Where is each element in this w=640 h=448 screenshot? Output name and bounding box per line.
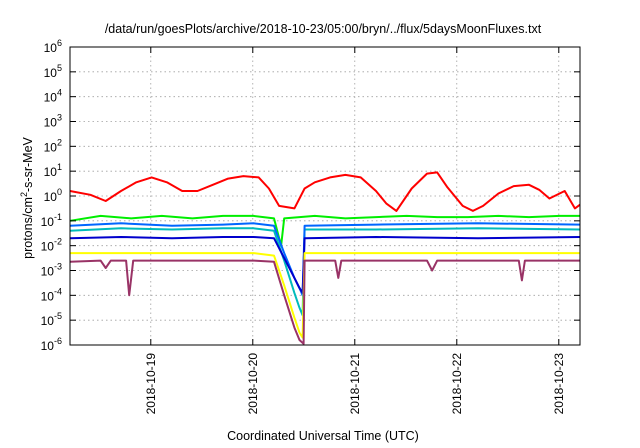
y-tick-label: 10-6 xyxy=(41,336,62,353)
series-lines xyxy=(69,171,581,345)
x-tick-label: 2018-10-19 xyxy=(144,353,158,415)
series-line-1 xyxy=(69,214,580,247)
y-tick-label: 105 xyxy=(44,63,62,80)
chart-title: /data/run/goesPlots/archive/2018-10-23/0… xyxy=(105,22,542,36)
grid-lines xyxy=(70,47,580,345)
y-tick-label: 102 xyxy=(44,137,62,154)
y-tick-label: 10-5 xyxy=(41,311,62,328)
y-tick-label: 10-3 xyxy=(41,262,62,279)
y-tick-label: 10-4 xyxy=(41,286,62,303)
x-tick-label: 2018-10-22 xyxy=(450,353,464,415)
y-tick-label: 101 xyxy=(44,162,62,179)
x-axis: 2018-10-19 2018-10-20 2018-10-21 2018-10-22… xyxy=(144,47,566,414)
y-tick-label: 106 xyxy=(44,38,62,55)
series-line-3 xyxy=(69,222,581,297)
y-tick-label: 10-1 xyxy=(41,212,62,229)
y-axis-label: protons/cm2-s-sr-MeV xyxy=(19,136,35,258)
series-line-4 xyxy=(69,236,581,294)
y-axis: 106 105 104 103 102 101 100 10-1 10-2 10-3 10-4 10-… xyxy=(41,38,580,353)
x-tick-label: 2018-10-20 xyxy=(246,353,260,415)
y-tick-label: 10-2 xyxy=(41,237,62,254)
series-line-5 xyxy=(70,252,580,339)
series-line-6 xyxy=(69,259,580,345)
series-line-0 xyxy=(69,171,581,212)
x-tick-label: 2018-10-23 xyxy=(552,353,566,415)
x-axis-label: Coordinated Universal Time (UTC) xyxy=(227,429,419,443)
y-tick-label: 100 xyxy=(44,187,62,204)
y-tick-label: 104 xyxy=(44,88,62,105)
series-line-2 xyxy=(69,227,581,317)
y-tick-label: 103 xyxy=(44,113,62,130)
x-tick-label: 2018-10-21 xyxy=(348,353,362,415)
